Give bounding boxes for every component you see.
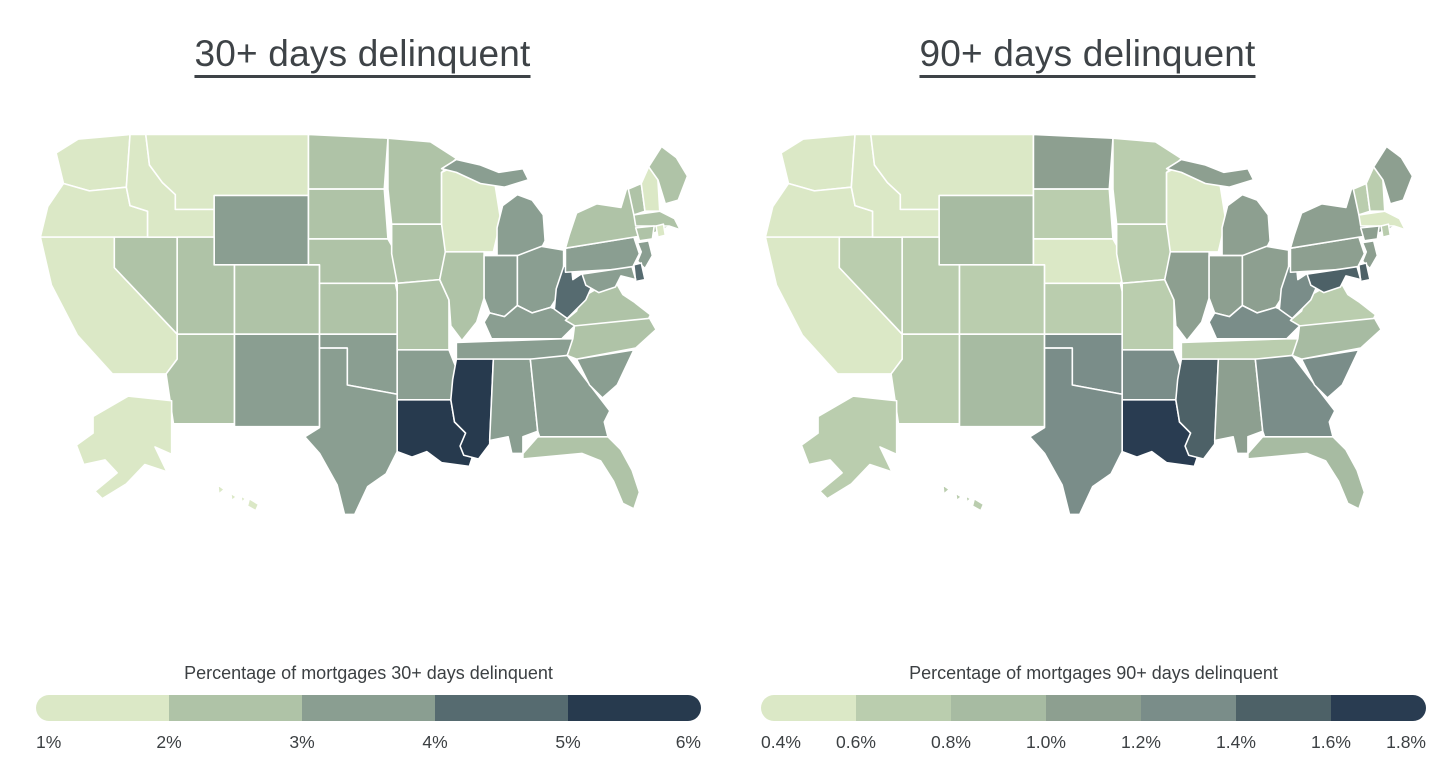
legend-segment	[1236, 695, 1331, 721]
legend-segment	[169, 695, 302, 721]
state-TX[interactable]	[1028, 347, 1123, 516]
state-WY[interactable]	[212, 194, 309, 266]
state-AK[interactable]	[75, 395, 172, 500]
state-CO[interactable]	[233, 264, 320, 335]
state-NM[interactable]	[958, 333, 1045, 428]
state-GA[interactable]	[529, 354, 611, 438]
state-RI[interactable]	[654, 223, 666, 238]
state-WY[interactable]	[937, 194, 1034, 266]
state-KS[interactable]	[1043, 282, 1123, 335]
legend-segment	[1046, 695, 1141, 721]
choropleth-map-90-days	[745, 116, 1431, 532]
panel-90-days: 90+ days delinquent Percentage of mortga…	[725, 0, 1450, 775]
state-MD[interactable]	[580, 265, 636, 294]
state-ME[interactable]	[647, 145, 688, 205]
state-IA[interactable]	[390, 223, 448, 285]
state-WA[interactable]	[54, 133, 131, 192]
state-WA[interactable]	[779, 133, 856, 192]
state-RI[interactable]	[1379, 223, 1391, 238]
map-title-90-days: 90+ days delinquent	[919, 33, 1256, 74]
legend-tick-label: 1.4%	[1216, 732, 1256, 752]
state-FL[interactable]	[521, 435, 640, 510]
legend-30-days: Percentage of mortgages 30+ days delinqu…	[0, 663, 725, 754]
state-SD[interactable]	[307, 188, 389, 240]
legend-segment	[761, 695, 856, 721]
state-HI[interactable]	[216, 484, 259, 512]
state-NH[interactable]	[1364, 166, 1386, 213]
state-TX[interactable]	[303, 347, 398, 516]
state-NM[interactable]	[233, 333, 320, 428]
state-SC[interactable]	[1300, 349, 1360, 399]
state-NC[interactable]	[566, 315, 657, 360]
legend-tick-label: 1.0%	[1026, 732, 1066, 752]
state-AR[interactable]	[1120, 349, 1182, 401]
state-IA[interactable]	[1115, 223, 1173, 285]
legend-tick-labels-90-days: 0.4% 0.6% 0.8% 1.0% 1.2% 1.4% 1.6% 1.8%	[761, 730, 1426, 754]
legend-segment	[302, 695, 435, 721]
state-MA[interactable]	[1357, 210, 1406, 231]
state-NJ[interactable]	[1361, 240, 1378, 270]
legend-tick-label: 0.4%	[761, 732, 801, 752]
legend-color-scale-90-days	[761, 695, 1426, 721]
legend-tick-label: 5%	[555, 732, 581, 752]
state-KY[interactable]	[1207, 304, 1302, 340]
state-FL[interactable]	[1246, 435, 1365, 510]
state-KS[interactable]	[318, 282, 398, 335]
legend-tick-label: 4%	[422, 732, 448, 752]
legend-segment	[568, 695, 701, 721]
legend-color-scale-30-days	[36, 695, 701, 721]
legend-tick-label: 1.6%	[1311, 732, 1351, 752]
state-GA[interactable]	[1254, 354, 1336, 438]
state-MA[interactable]	[632, 210, 681, 231]
state-MD[interactable]	[1305, 265, 1361, 294]
state-SC[interactable]	[575, 349, 635, 399]
legend-tick-label: 0.8%	[931, 732, 971, 752]
state-CO[interactable]	[958, 264, 1045, 335]
state-NC[interactable]	[1291, 315, 1382, 360]
legend-tick-label: 3%	[289, 732, 315, 752]
map-title-30-days: 30+ days delinquent	[194, 33, 531, 74]
state-HI[interactable]	[941, 484, 984, 512]
state-CT[interactable]	[1359, 225, 1380, 242]
state-ND[interactable]	[1032, 133, 1114, 190]
state-NJ[interactable]	[636, 240, 653, 270]
us-states-svg	[39, 133, 688, 516]
legend-90-days: Percentage of mortgages 90+ days delinqu…	[725, 663, 1450, 754]
state-AK[interactable]	[800, 395, 897, 500]
state-NH[interactable]	[639, 166, 661, 213]
state-MO[interactable]	[1120, 278, 1175, 351]
legend-segment	[1141, 695, 1236, 721]
legend-segment	[856, 695, 951, 721]
state-ME[interactable]	[1372, 145, 1413, 205]
state-MO[interactable]	[395, 278, 450, 351]
legend-tick-label: 1.8%	[1386, 732, 1426, 752]
state-ND[interactable]	[307, 133, 389, 190]
panel-30-days: 30+ days delinquent Percentage of mortga…	[0, 33, 725, 754]
legend-tick-label: 1.2%	[1121, 732, 1161, 752]
legend-tick-label: 0.6%	[836, 732, 876, 752]
legend-tick-label: 6%	[675, 732, 701, 752]
state-AL[interactable]	[1213, 358, 1264, 455]
legend-tick-labels-30-days: 1% 2% 3% 4% 5% 6%	[36, 730, 701, 754]
legend-title-30-days: Percentage of mortgages 30+ days delinqu…	[184, 663, 553, 683]
state-CT[interactable]	[634, 225, 655, 242]
legend-tick-label: 2%	[156, 732, 182, 752]
state-AR[interactable]	[395, 349, 457, 401]
choropleth-map-30-days	[20, 116, 706, 532]
legend-tick-label: 1%	[36, 732, 62, 752]
state-KY[interactable]	[482, 304, 577, 340]
state-SD[interactable]	[1032, 188, 1114, 240]
legend-segment	[435, 695, 568, 721]
state-IN[interactable]	[1207, 254, 1243, 318]
legend-segment	[1331, 695, 1426, 721]
legend-title-90-days: Percentage of mortgages 90+ days delinqu…	[909, 663, 1278, 683]
legend-segment	[951, 695, 1046, 721]
legend-segment	[36, 695, 169, 721]
state-AL[interactable]	[488, 358, 539, 455]
us-states-svg	[764, 133, 1413, 516]
state-IN[interactable]	[482, 254, 518, 318]
